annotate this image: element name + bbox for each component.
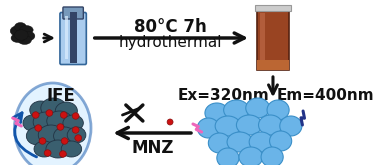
Ellipse shape xyxy=(20,26,33,34)
Ellipse shape xyxy=(208,133,231,153)
Ellipse shape xyxy=(215,116,241,136)
Ellipse shape xyxy=(38,125,64,145)
Ellipse shape xyxy=(46,140,70,158)
Ellipse shape xyxy=(57,124,64,130)
Ellipse shape xyxy=(217,148,239,165)
Ellipse shape xyxy=(205,103,229,123)
Ellipse shape xyxy=(32,112,39,118)
Ellipse shape xyxy=(61,138,68,144)
Ellipse shape xyxy=(60,112,67,118)
Ellipse shape xyxy=(239,147,263,165)
Circle shape xyxy=(14,83,91,165)
Ellipse shape xyxy=(26,127,48,145)
Ellipse shape xyxy=(23,32,35,40)
Ellipse shape xyxy=(39,138,46,144)
Ellipse shape xyxy=(55,102,77,120)
Ellipse shape xyxy=(11,33,25,43)
Ellipse shape xyxy=(44,150,51,156)
Bar xyxy=(257,60,289,70)
Ellipse shape xyxy=(30,101,52,119)
Ellipse shape xyxy=(75,135,82,141)
Ellipse shape xyxy=(23,115,42,131)
Bar xyxy=(260,13,265,64)
Ellipse shape xyxy=(236,115,262,135)
Ellipse shape xyxy=(59,151,66,157)
Ellipse shape xyxy=(72,127,79,133)
Text: MNZ: MNZ xyxy=(132,139,174,157)
Ellipse shape xyxy=(246,98,270,118)
Ellipse shape xyxy=(261,147,283,165)
Ellipse shape xyxy=(10,26,25,36)
Bar xyxy=(70,12,76,63)
Text: 80°C 7h: 80°C 7h xyxy=(134,18,206,36)
Ellipse shape xyxy=(35,125,42,131)
Ellipse shape xyxy=(34,141,54,157)
Ellipse shape xyxy=(67,127,86,143)
Ellipse shape xyxy=(249,132,273,152)
Text: hydrothermal: hydrothermal xyxy=(118,34,222,50)
Ellipse shape xyxy=(54,127,76,145)
Text: Ex=320nm: Ex=320nm xyxy=(178,87,270,102)
Ellipse shape xyxy=(14,22,26,32)
Ellipse shape xyxy=(259,115,282,135)
Ellipse shape xyxy=(197,118,219,138)
Ellipse shape xyxy=(270,131,292,151)
Ellipse shape xyxy=(33,112,59,132)
Ellipse shape xyxy=(47,111,72,131)
FancyBboxPatch shape xyxy=(63,7,83,19)
Text: IFE: IFE xyxy=(47,87,76,105)
Ellipse shape xyxy=(267,100,289,120)
Ellipse shape xyxy=(46,110,53,116)
Ellipse shape xyxy=(72,113,79,119)
Bar xyxy=(65,16,68,59)
Ellipse shape xyxy=(14,30,28,40)
Ellipse shape xyxy=(18,35,31,45)
Ellipse shape xyxy=(227,132,253,152)
Text: Em=400nm: Em=400nm xyxy=(276,87,374,102)
FancyBboxPatch shape xyxy=(60,13,86,65)
Ellipse shape xyxy=(61,141,82,157)
Ellipse shape xyxy=(280,116,302,136)
Ellipse shape xyxy=(167,119,173,125)
Bar xyxy=(257,9,289,70)
Bar xyxy=(255,5,291,11)
Ellipse shape xyxy=(224,100,249,120)
Ellipse shape xyxy=(41,98,66,118)
Ellipse shape xyxy=(63,115,83,131)
